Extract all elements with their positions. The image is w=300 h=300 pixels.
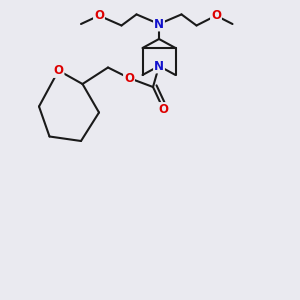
Text: O: O — [124, 71, 134, 85]
Text: O: O — [53, 64, 64, 77]
Text: O: O — [158, 103, 169, 116]
Text: N: N — [154, 17, 164, 31]
Text: N: N — [154, 59, 164, 73]
Text: O: O — [211, 9, 221, 22]
Text: O: O — [94, 9, 104, 22]
